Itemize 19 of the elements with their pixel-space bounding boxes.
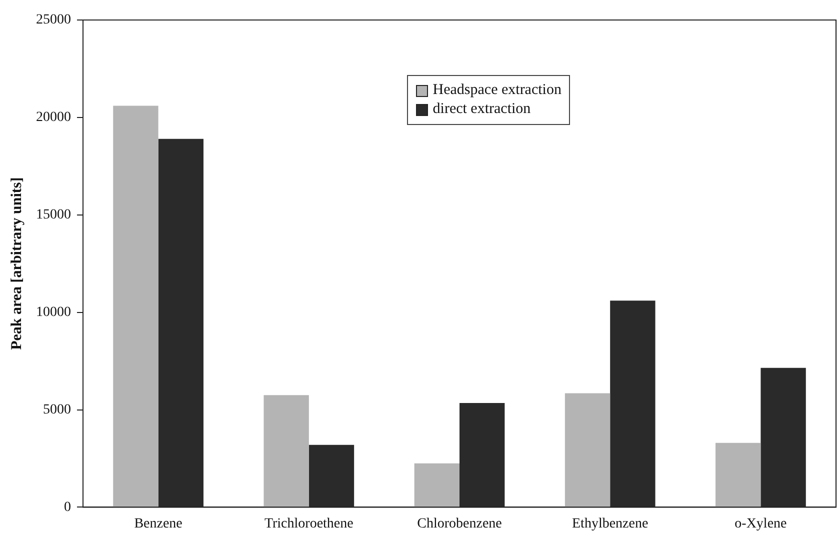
x-tick-label: Chlorobenzene [417,516,502,532]
y-tick-label: 5000 [43,402,71,418]
legend-label: Headspace extraction [432,82,562,99]
bar [564,393,610,507]
x-tick-label: Trichloroethene [264,516,354,532]
x-tick-label: Benzene [134,516,182,532]
y-tick-label: 25000 [36,12,71,28]
x-tick-label: Ethylbenzene [572,516,648,532]
y-tick-label: 20000 [36,110,71,126]
y-tick-label: 10000 [36,304,71,320]
bar [414,463,460,507]
x-tick-label: o-Xylene [734,516,787,532]
legend-label: direct extraction [432,101,531,118]
y-tick-label: 0 [64,500,71,515]
bar [113,106,158,507]
y-axis-title: Peak area [arbitrary units] [8,177,25,350]
y-tick-label: 15000 [36,208,71,223]
bar [716,442,761,507]
bar [264,395,309,507]
